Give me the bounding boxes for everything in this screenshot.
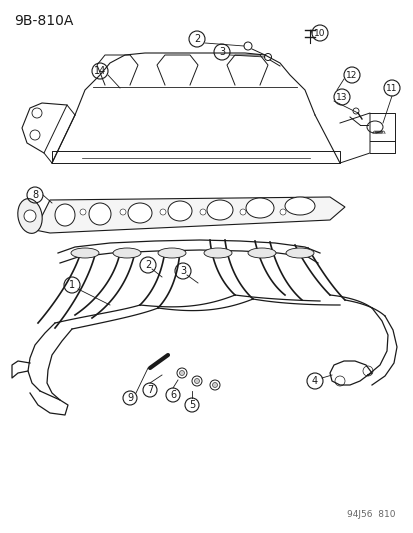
Ellipse shape [128,203,152,223]
Ellipse shape [245,198,273,218]
Ellipse shape [158,248,185,258]
Ellipse shape [204,248,231,258]
Circle shape [192,376,202,386]
Circle shape [80,209,86,215]
Circle shape [177,368,187,378]
Text: 12: 12 [346,70,357,79]
Ellipse shape [89,203,111,225]
Ellipse shape [113,248,141,258]
Text: 4: 4 [311,376,317,386]
Circle shape [279,209,285,215]
Polygon shape [35,197,344,233]
Circle shape [194,378,199,384]
Ellipse shape [247,248,275,258]
Text: 11: 11 [385,84,397,93]
Circle shape [209,380,219,390]
Circle shape [212,383,217,387]
Ellipse shape [18,199,42,233]
Text: 7: 7 [147,385,153,395]
Text: 5: 5 [188,400,195,410]
Ellipse shape [285,248,313,258]
Text: 9B-810A: 9B-810A [14,14,73,28]
Circle shape [159,209,166,215]
Ellipse shape [168,201,192,221]
Text: 3: 3 [218,47,225,57]
Text: 6: 6 [169,390,176,400]
Circle shape [120,209,126,215]
Text: 3: 3 [180,266,185,276]
Circle shape [24,210,36,222]
Ellipse shape [284,197,314,215]
Ellipse shape [71,248,99,258]
Ellipse shape [55,204,75,226]
Text: 8: 8 [32,190,38,200]
Text: 14: 14 [94,66,106,76]
Text: 2: 2 [193,34,199,44]
Text: 2: 2 [145,260,151,270]
Text: 13: 13 [335,93,347,101]
Text: 94J56  810: 94J56 810 [347,510,395,519]
Circle shape [240,209,245,215]
Text: 9: 9 [127,393,133,403]
Circle shape [179,370,184,376]
Ellipse shape [206,200,233,220]
Text: 1: 1 [69,280,75,290]
Text: 10: 10 [313,28,325,37]
Circle shape [199,209,206,215]
